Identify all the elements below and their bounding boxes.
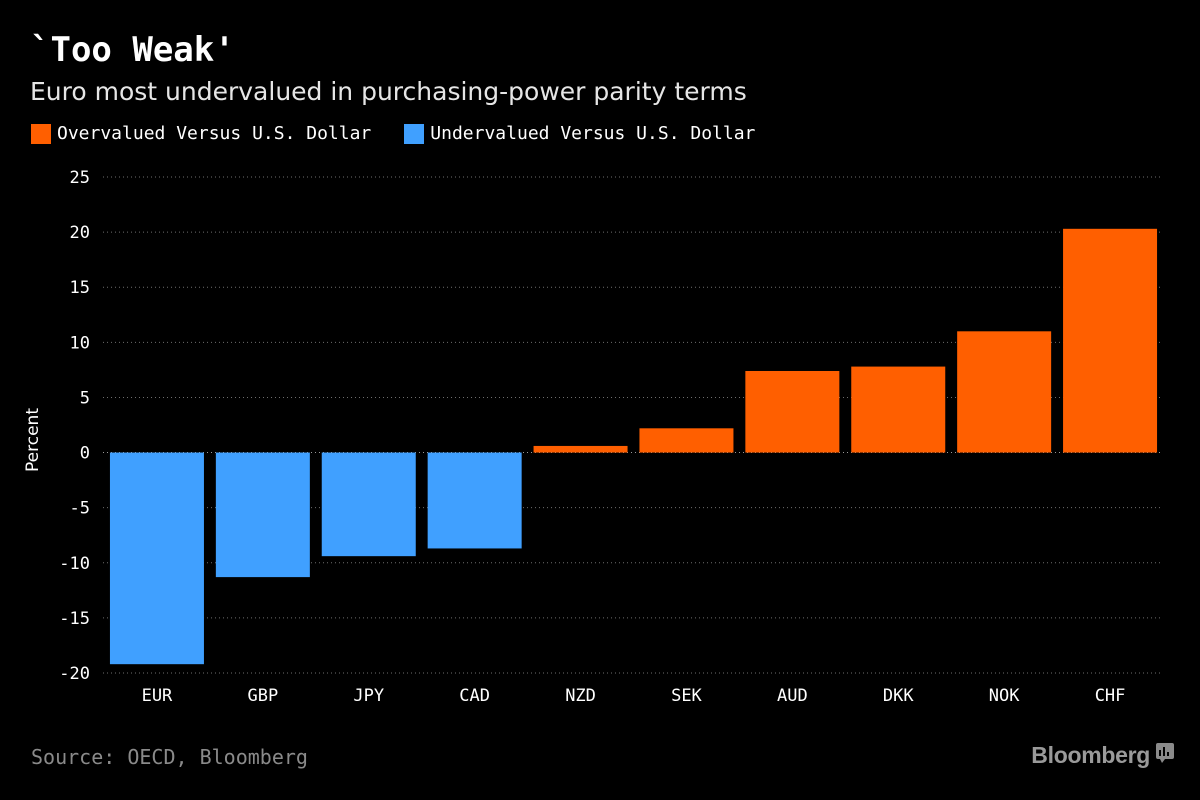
y-tick-label: -5 bbox=[70, 499, 90, 519]
y-tick-label: -20 bbox=[59, 664, 90, 684]
x-axis-ticks: EUR GBP JPY CAD NZD SEK AUD DKK NOK CHF bbox=[142, 686, 1126, 706]
legend-swatch-overvalued bbox=[31, 124, 51, 144]
bar-cad bbox=[427, 452, 522, 549]
y-tick-label: 20 bbox=[70, 223, 90, 243]
legend-item-overvalued: Overvalued Versus U.S. Dollar bbox=[31, 122, 371, 146]
y-tick-label: -15 bbox=[59, 609, 90, 629]
x-tick-label: CHF bbox=[1095, 686, 1126, 706]
bar-sek bbox=[639, 428, 734, 453]
y-tick-label: 0 bbox=[80, 444, 90, 464]
chart-title: `Too Weak' bbox=[30, 30, 235, 70]
y-tick-label: 10 bbox=[70, 333, 90, 353]
bar-layer bbox=[109, 228, 1158, 665]
y-axis-title: Percent bbox=[23, 408, 43, 472]
x-tick-label: AUD bbox=[777, 686, 808, 706]
x-tick-label: NZD bbox=[565, 686, 596, 706]
x-tick-label: NOK bbox=[989, 686, 1020, 706]
y-tick-label: 25 bbox=[70, 168, 90, 188]
bar-aud bbox=[745, 370, 840, 453]
bar-nok bbox=[957, 331, 1052, 453]
y-tick-label: 5 bbox=[80, 388, 90, 408]
brand-wordmark: Bloomberg bbox=[1031, 742, 1150, 768]
y-tick-label: -10 bbox=[59, 554, 90, 574]
x-tick-label: EUR bbox=[142, 686, 173, 706]
source-note: Source: OECD, Bloomberg bbox=[31, 745, 308, 769]
x-tick-label: JPY bbox=[353, 686, 384, 706]
x-tick-label: SEK bbox=[671, 686, 702, 706]
x-tick-label: CAD bbox=[459, 686, 490, 706]
legend-label-undervalued: Undervalued Versus U.S. Dollar bbox=[430, 123, 756, 144]
x-tick-label: GBP bbox=[247, 686, 278, 706]
bloomberg-terminal-icon bbox=[1156, 740, 1174, 770]
legend-swatch-undervalued bbox=[404, 124, 425, 144]
bar-eur bbox=[109, 452, 204, 665]
brand-logo: Bloomberg bbox=[1031, 740, 1174, 770]
legend: Overvalued Versus U.S. Dollar Undervalue… bbox=[31, 122, 788, 146]
legend-label-overvalued: Overvalued Versus U.S. Dollar bbox=[57, 123, 372, 144]
chart-subtitle: Euro most undervalued in purchasing-powe… bbox=[30, 77, 747, 106]
bar-gbp bbox=[215, 452, 310, 578]
bar-chf bbox=[1063, 228, 1158, 453]
x-tick-label: DKK bbox=[883, 686, 914, 706]
y-axis-ticks: 25 20 15 10 5 0 -5 -10 -15 -20 bbox=[59, 168, 90, 684]
legend-item-undervalued: Undervalued Versus U.S. Dollar bbox=[404, 122, 755, 146]
bar-jpy bbox=[321, 452, 416, 557]
y-tick-label: 15 bbox=[70, 278, 90, 298]
bar-nzd bbox=[533, 445, 628, 453]
bar-dkk bbox=[851, 366, 946, 453]
